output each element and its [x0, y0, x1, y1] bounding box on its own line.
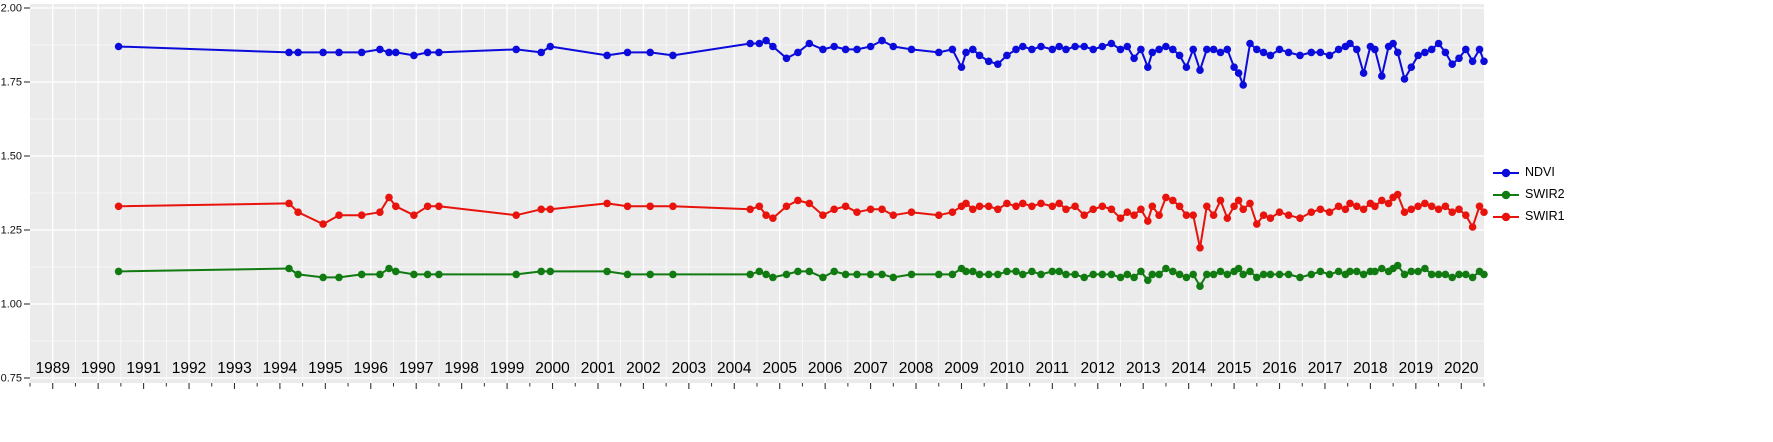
legend-key-swir1-icon [1493, 212, 1519, 221]
svg-text:2001: 2001 [581, 360, 615, 377]
svg-text:1.00: 1.00 [1, 299, 22, 311]
svg-text:1999: 1999 [490, 360, 524, 377]
legend: NDVI SWIR2 SWIR1 [1492, 164, 1565, 225]
svg-text:2013: 2013 [1126, 360, 1160, 377]
svg-text:1992: 1992 [172, 360, 206, 377]
svg-text:2011: 2011 [1036, 360, 1069, 377]
svg-text:0.75: 0.75 [1, 373, 22, 385]
svg-text:1989: 1989 [35, 360, 69, 377]
svg-text:2018: 2018 [1353, 360, 1387, 377]
svg-text:2008: 2008 [899, 360, 933, 377]
svg-text:2014: 2014 [1171, 360, 1206, 377]
svg-text:1991: 1991 [126, 360, 160, 377]
svg-text:2006: 2006 [808, 360, 842, 377]
svg-text:1997: 1997 [399, 360, 433, 377]
svg-text:2010: 2010 [990, 360, 1025, 377]
svg-text:1.50: 1.50 [1, 151, 22, 163]
svg-text:1.75: 1.75 [1, 77, 22, 89]
svg-text:2007: 2007 [853, 360, 887, 377]
svg-text:2009: 2009 [944, 360, 978, 377]
svg-text:1995: 1995 [308, 360, 342, 377]
svg-text:2003: 2003 [672, 360, 706, 377]
legend-label-swir1: SWIR1 [1525, 209, 1565, 224]
svg-text:1996: 1996 [354, 360, 388, 377]
svg-text:1990: 1990 [81, 360, 116, 377]
svg-text:2004: 2004 [717, 360, 752, 377]
svg-text:1993: 1993 [217, 360, 251, 377]
svg-text:2002: 2002 [626, 360, 660, 377]
svg-text:1.25: 1.25 [1, 225, 22, 237]
legend-key-ndvi-icon [1493, 168, 1519, 177]
svg-text:2015: 2015 [1217, 360, 1251, 377]
svg-text:2019: 2019 [1399, 360, 1433, 377]
legend-label-ndvi: NDVI [1525, 165, 1555, 180]
legend-item-ndvi: NDVI [1492, 164, 1565, 181]
svg-text:2016: 2016 [1262, 360, 1296, 377]
svg-text:2012: 2012 [1081, 360, 1115, 377]
svg-text:2017: 2017 [1308, 360, 1342, 377]
legend-item-swir1: SWIR1 [1492, 208, 1565, 225]
svg-text:1994: 1994 [263, 360, 298, 377]
svg-text:1998: 1998 [444, 360, 478, 377]
legend-label-swir2: SWIR2 [1525, 187, 1565, 202]
svg-text:2000: 2000 [535, 360, 570, 377]
svg-text:2005: 2005 [762, 360, 796, 377]
legend-item-swir2: SWIR2 [1492, 186, 1565, 203]
svg-text:2020: 2020 [1444, 360, 1479, 377]
svg-text:2.00: 2.00 [1, 3, 22, 15]
legend-key-swir2-icon [1493, 190, 1519, 199]
